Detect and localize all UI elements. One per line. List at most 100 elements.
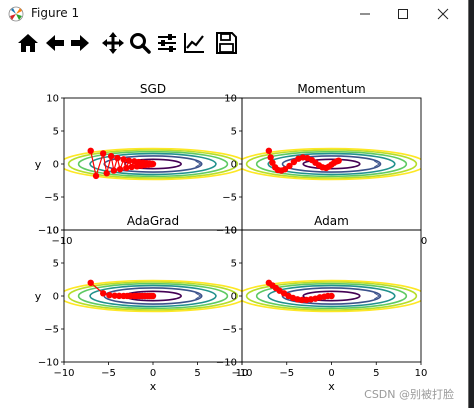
overlapped-tick-label: −10: [51, 236, 72, 247]
y-tick-label: −10: [216, 358, 237, 369]
x-tick-label: 0: [328, 368, 334, 379]
maximize-button[interactable]: [384, 0, 422, 28]
trajectory-point: [286, 162, 293, 170]
y-tick-label: −10: [38, 358, 59, 369]
contour-lines: [64, 147, 242, 181]
y-tick-label: 5: [53, 127, 59, 138]
subplot-title: AdaGrad: [127, 214, 179, 228]
contour-level: [302, 158, 361, 170]
y-tick-label: 0: [53, 292, 59, 303]
y-tick-label: 0: [231, 292, 237, 303]
x-tick-label: 5: [373, 368, 379, 379]
trajectory-point: [99, 150, 107, 157]
y-tick-label: −5: [222, 193, 237, 204]
contour-level: [89, 152, 217, 176]
trajectory-point: [149, 292, 157, 300]
title-bar[interactable]: Figure 1: [0, 0, 468, 28]
forward-button[interactable]: [68, 31, 92, 55]
trajectory-point: [125, 157, 133, 164]
trajectory-point: [115, 292, 123, 300]
subplot-title: Momentum: [297, 82, 365, 96]
y-tick-label: 10: [46, 94, 59, 105]
maximize-icon: [398, 9, 408, 19]
x-axis-label: x: [150, 380, 157, 393]
figure-canvas[interactable]: SGD −10 −5 0 5 10 y Momentum −10 −5 0 5 10 AdaGrad −10…: [0, 58, 468, 408]
save-icon: [216, 32, 237, 54]
home-button[interactable]: [16, 31, 40, 55]
close-button[interactable]: [424, 0, 462, 28]
forward-arrow-icon: [71, 35, 89, 51]
contour-arrow: [195, 292, 202, 300]
contour-level: [281, 155, 382, 173]
y-tick-label: 0: [231, 160, 237, 171]
trajectory-point: [110, 167, 118, 174]
subplot-title: SGD: [140, 82, 166, 96]
trajectory-point: [290, 158, 298, 166]
y-tick-label: 5: [53, 259, 59, 270]
trajectory-point: [128, 163, 135, 171]
y-tick-label: −5: [222, 325, 237, 336]
y-tick-label: −5: [44, 325, 59, 336]
x-tick-label: 10: [415, 368, 428, 379]
y-tick-label: 10: [46, 226, 59, 237]
zoom-icon: [130, 33, 151, 54]
back-button[interactable]: [43, 31, 67, 55]
trajectory-point: [87, 279, 94, 286]
trajectory-point: [265, 147, 273, 154]
trajectory-point: [99, 290, 107, 297]
y-axis-label: y: [35, 158, 42, 171]
contour-level: [64, 279, 242, 313]
navigation-toolbar: [0, 28, 468, 58]
y-axis-label: y: [35, 290, 42, 303]
trajectory-point: [328, 292, 335, 300]
edit-axes-button[interactable]: [182, 31, 206, 55]
y-tick-label: 5: [231, 259, 237, 270]
configure-subplots-button[interactable]: [155, 31, 179, 55]
minimize-button[interactable]: [346, 0, 384, 28]
contour-level: [67, 149, 239, 179]
y-tick-label: 10: [224, 226, 237, 237]
x-tick-label: −5: [279, 368, 294, 379]
trajectory-point: [335, 157, 342, 164]
contour-level: [242, 279, 421, 313]
window-title: Figure 1: [31, 6, 80, 20]
move-icon: [102, 32, 124, 54]
trajectory-point: [116, 166, 124, 173]
y-tick-label: 0: [53, 160, 59, 171]
contour-lines: [242, 147, 421, 181]
save-button[interactable]: [214, 31, 238, 55]
trajectory-point: [87, 147, 94, 154]
contour-level: [103, 155, 203, 173]
x-tick-label: −10: [53, 368, 74, 379]
x-tick-label: 10: [236, 368, 249, 379]
configure-subplots-icon: [158, 34, 176, 52]
zoom-button[interactable]: [128, 31, 152, 55]
contour-arrow: [373, 160, 381, 168]
trajectory-point: [149, 160, 157, 168]
contour-level: [77, 282, 229, 310]
x-axis-label: x: [328, 380, 335, 393]
contour-level: [77, 150, 229, 178]
trajectory-point: [103, 170, 110, 177]
contour-level: [64, 147, 242, 181]
x-tick-label: −5: [101, 368, 116, 379]
subplot-momentum: Momentum −10 −5 0 5 10: [216, 82, 422, 237]
y-tick-label: −5: [44, 193, 59, 204]
y-tick-label: −10: [38, 226, 59, 237]
trajectory-point: [114, 154, 121, 162]
contour-level: [67, 281, 239, 311]
trajectory-point: [120, 156, 127, 163]
y-tick-label: 5: [231, 127, 237, 138]
trajectory-point: [106, 292, 113, 299]
contour-level: [245, 149, 418, 179]
contour-level: [89, 284, 217, 308]
home-icon: [18, 34, 38, 52]
contour-level: [267, 152, 396, 176]
y-tick-label: 10: [224, 94, 237, 105]
trajectory-point: [107, 152, 115, 160]
pan-button[interactable]: [101, 31, 125, 55]
contour-level: [245, 281, 418, 311]
